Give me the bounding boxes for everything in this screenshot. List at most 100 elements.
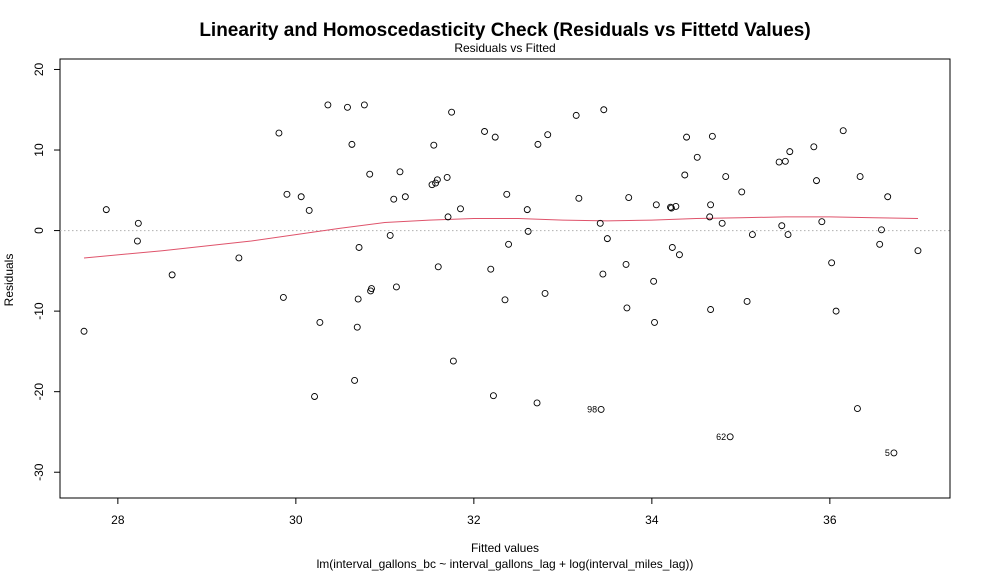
plot-area: 28 30 32 34 36 -30 -20 -10 0 10 20 98 62 5 (32, 58, 951, 527)
residual-point (603, 235, 611, 243)
residual-point (650, 277, 658, 285)
residual-point (283, 190, 291, 198)
residual-point (448, 108, 456, 116)
x-tick-label: 36 (823, 513, 837, 527)
residual-point (726, 433, 734, 441)
residual-point (667, 203, 674, 211)
y-tick-label: -10 (32, 302, 46, 320)
y-tick-label: -30 (32, 463, 46, 481)
residual-point (316, 318, 324, 326)
residual-point (503, 190, 511, 198)
residual-point (396, 168, 404, 176)
residual-point (718, 219, 726, 227)
residual-point (683, 133, 691, 141)
chart-title: Linearity and Homoscedasticity Check (Re… (199, 20, 810, 41)
residual-point (839, 127, 847, 135)
x-axis-label: Fitted values (471, 541, 539, 555)
residual-point (599, 270, 607, 278)
residual-point (444, 213, 452, 221)
residual-point (623, 304, 631, 312)
residual-point (748, 231, 756, 239)
residual-point (707, 306, 715, 313)
residual-point (430, 141, 438, 149)
residual-point (434, 263, 442, 271)
residual-point (672, 202, 680, 210)
residual-point (738, 188, 746, 196)
residual-point (707, 201, 715, 209)
residual-point (878, 226, 885, 234)
x-tick-label: 28 (111, 513, 125, 527)
residual-point (401, 193, 409, 201)
plot-frame (59, 58, 951, 499)
residual-point (596, 219, 604, 227)
y-tick-label: -20 (32, 383, 46, 401)
x-tick-label: 30 (289, 513, 303, 527)
residual-point (668, 244, 676, 251)
residual-point (392, 283, 400, 291)
residual-point (681, 171, 689, 179)
residual-point (501, 296, 509, 304)
residual-point (353, 323, 361, 331)
residual-point (651, 318, 658, 326)
residual-point (813, 177, 820, 185)
residual-point (625, 194, 633, 201)
y-axis-label: Residuals (2, 254, 16, 307)
residual-point (491, 133, 499, 141)
residual-point (348, 140, 356, 148)
x-tick-label: 32 (467, 513, 481, 527)
residual-point (297, 193, 305, 201)
residual-point (890, 449, 898, 457)
residual-point (743, 298, 751, 305)
residual-point (368, 285, 375, 293)
residual-point (914, 247, 922, 255)
residual-point (275, 129, 283, 137)
residual-point (533, 399, 541, 407)
residual-point (433, 176, 441, 184)
x-tick-label: 34 (645, 513, 659, 527)
y-tick-label: 0 (32, 227, 46, 234)
residual-point (541, 289, 549, 297)
residual-point (572, 111, 580, 119)
residual-point (449, 357, 457, 365)
residual-point (355, 244, 363, 251)
residual-point (305, 206, 313, 214)
residual-point (534, 140, 542, 148)
residual-point (324, 101, 332, 109)
residual-point (481, 128, 488, 135)
residual-point (386, 231, 394, 239)
residual-point (279, 293, 287, 301)
residual-point (505, 240, 513, 248)
residual-point (884, 193, 892, 201)
residual-point (600, 106, 608, 114)
residual-point (828, 259, 836, 267)
residual-point (775, 158, 783, 166)
x-axis-sublabel: lm(interval_gallons_bc ~ interval_gallon… (317, 557, 694, 571)
residual-point (575, 194, 583, 202)
residual-point (523, 206, 531, 214)
residual-point (487, 265, 495, 273)
residual-point (311, 393, 318, 400)
residual-point (366, 170, 374, 178)
residual-point (652, 201, 660, 209)
chart-subtitle: Residuals vs Fitted (454, 41, 555, 55)
residual-point (784, 231, 792, 239)
residual-point (708, 132, 716, 140)
residual-point (360, 101, 368, 109)
residual-point (853, 405, 861, 413)
residual-point (133, 237, 141, 245)
residual-point (80, 327, 88, 335)
residual-point (778, 222, 786, 230)
residual-point (544, 131, 552, 139)
residual-point (786, 148, 794, 156)
residual-point (810, 143, 818, 151)
residual-point (351, 376, 359, 384)
residual-point (428, 181, 436, 189)
residual-point (524, 227, 532, 235)
residual-point (354, 295, 362, 303)
residual-point (722, 173, 730, 181)
residual-point (597, 405, 605, 413)
outlier-label: 5 (885, 448, 890, 458)
residual-point (781, 157, 789, 165)
outlier-label: 62 (716, 432, 726, 442)
